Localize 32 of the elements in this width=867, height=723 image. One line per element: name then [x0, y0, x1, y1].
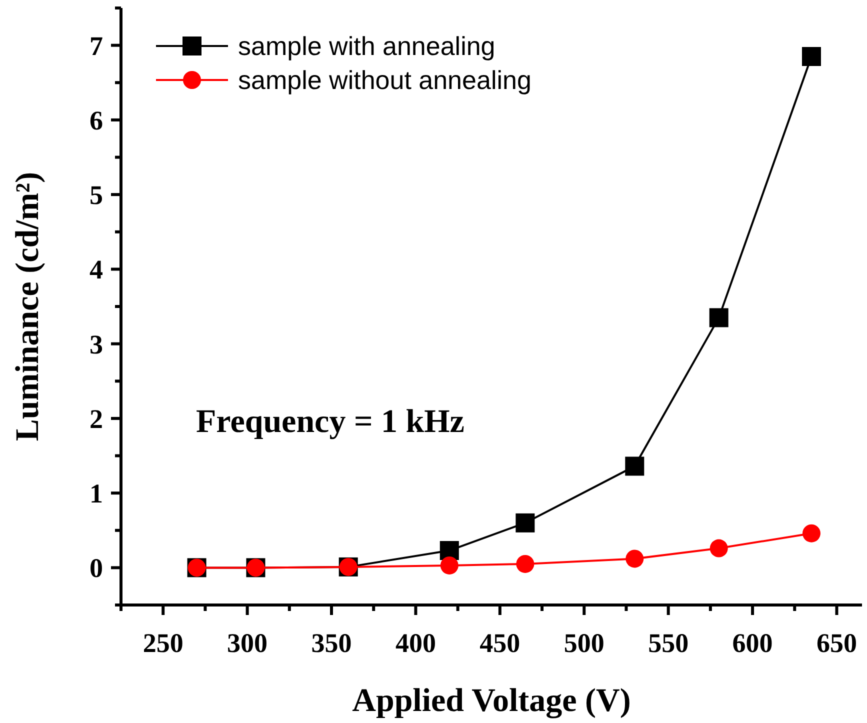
annotation: Frequency = 1 kHz	[196, 404, 464, 440]
x-tick-label: 450	[480, 628, 520, 658]
x-tick-label: 550	[648, 628, 689, 658]
y-axis-title: Luminance (cd/m²)	[10, 172, 46, 442]
x-tick-label: 500	[564, 628, 604, 658]
point	[802, 524, 820, 542]
legend-label: sample with annealing	[238, 31, 496, 62]
x-axis-title: Applied Voltage (V)	[352, 683, 631, 719]
y-tick-label: 0	[90, 553, 103, 584]
x-tick-label: 350	[311, 628, 352, 658]
point	[516, 554, 534, 573]
x-tick-label: 400	[395, 628, 436, 658]
point	[710, 539, 728, 558]
x-tick-label: 600	[732, 628, 773, 658]
legend-label: sample without annealing	[238, 65, 532, 96]
x-tick-label: 650	[816, 628, 857, 658]
y-tick-label: 5	[90, 180, 103, 210]
y-tick-label: 2	[90, 404, 103, 434]
point	[440, 556, 458, 574]
point	[440, 541, 459, 560]
y-tick-label: 6	[90, 105, 103, 136]
x-tick-label: 300	[227, 628, 268, 658]
point	[626, 550, 644, 568]
point	[802, 47, 821, 66]
y-tick-label: 3	[90, 329, 103, 360]
y-tick-label: 7	[90, 30, 103, 61]
x-tick-label: 250	[142, 628, 184, 658]
point	[625, 456, 644, 476]
point	[709, 308, 728, 328]
point	[516, 513, 535, 532]
y-tick-label: 1	[90, 478, 103, 509]
y-tick-label: 4	[90, 254, 103, 285]
